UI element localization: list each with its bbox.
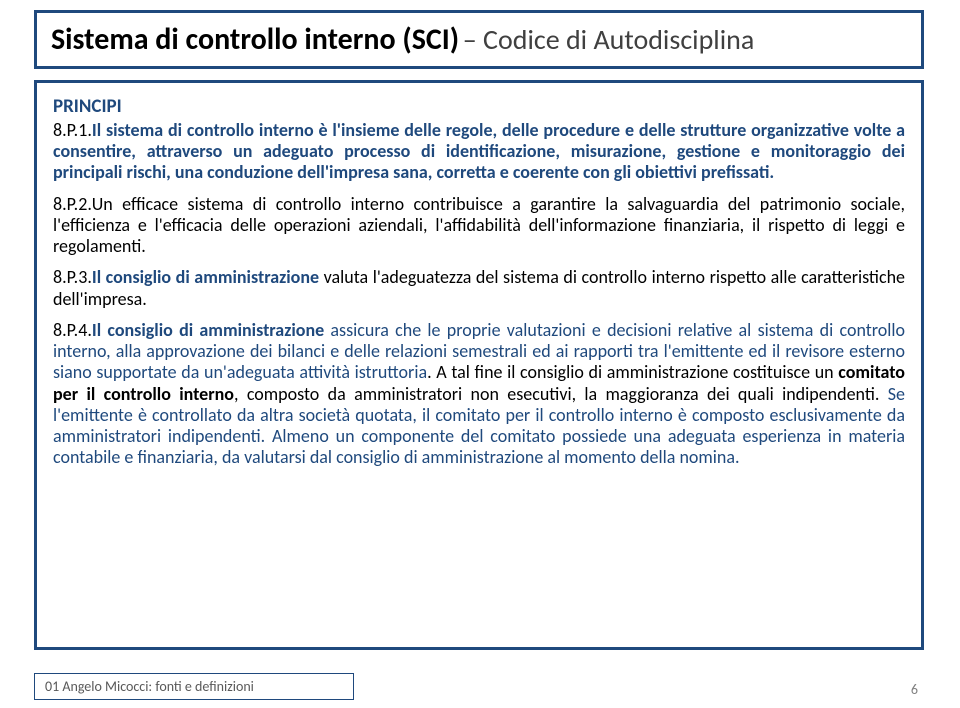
text-8p2: Un efficace sistema di controllo interno… xyxy=(53,193,905,257)
ref-8p3: 8.P.3. xyxy=(53,266,92,288)
title-box: Sistema di controllo interno (SCI) – Cod… xyxy=(34,10,924,69)
title-subtitle: – Codice di Autodisciplina xyxy=(463,22,755,57)
part3-8p4: , composto da amministratori non esecuti… xyxy=(234,383,888,405)
lead-8p3: Il consiglio di amministrazione xyxy=(92,266,319,288)
footer-box: 01 Angelo Micocci: fonti e definizioni xyxy=(34,673,354,700)
paragraph-8p2: 8.P.2.Un efficace sistema di controllo i… xyxy=(53,194,905,258)
ref-8p2: 8.P.2. xyxy=(53,193,92,215)
paragraph-8p4: 8.P.4.Il consiglio di amministrazione as… xyxy=(53,320,905,469)
footer-text: 01 Angelo Micocci: fonti e definizioni xyxy=(45,678,254,695)
paragraph-8p1: 8.P.1.Il sistema di controllo interno è … xyxy=(53,120,905,184)
title-main: Sistema di controllo interno (SCI) xyxy=(51,21,459,58)
text-8p1: Il sistema di controllo interno è l'insi… xyxy=(53,119,905,183)
paragraph-8p3: 8.P.3.Il consiglio di amministrazione va… xyxy=(53,267,905,309)
ref-8p4: 8.P.4. xyxy=(53,319,92,341)
principi-heading: PRINCIPI xyxy=(53,95,905,118)
page-number: 6 xyxy=(911,681,918,698)
content-box: PRINCIPI 8.P.1.Il sistema di controllo i… xyxy=(34,80,924,650)
lead-8p4: Il consiglio di amministrazione xyxy=(92,319,324,341)
part2-8p4: . A tal fine il consiglio di amministraz… xyxy=(427,361,838,383)
ref-8p1: 8.P.1. xyxy=(53,119,92,141)
